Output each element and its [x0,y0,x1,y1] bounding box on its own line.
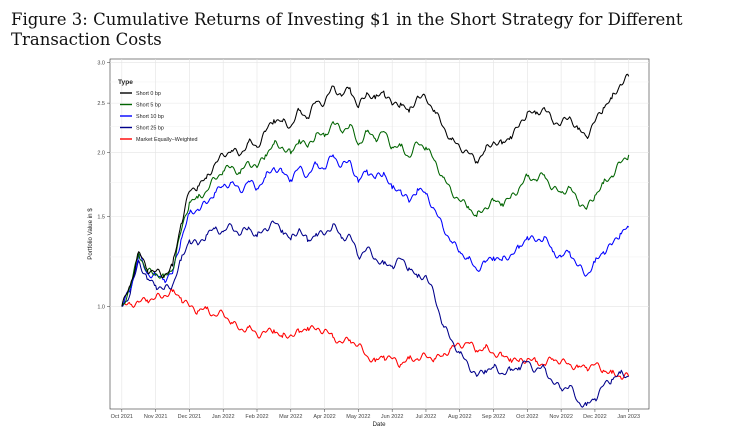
y-tick-label: 1.5 [97,214,105,220]
x-tick-label: Nov 2022 [549,414,573,420]
legend-label: Short 0 bp [136,91,161,97]
x-tick-label: Feb 2022 [245,414,268,420]
x-tick-label: Aug 2022 [448,414,472,420]
legend-label: Market Equally−Weighted [136,137,197,143]
y-tick-label: 2.0 [97,151,105,157]
legend-label: Short 5 bp [136,103,161,109]
x-tick-label: Apr 2022 [313,414,335,420]
x-tick-label: May 2022 [346,414,370,420]
legend-title: Type [118,79,133,86]
x-tick-label: Jan 2023 [617,414,640,420]
legend-label: Short 10 bp [136,114,164,120]
series-line-0 [121,73,630,307]
series-line-4 [121,288,630,380]
y-tick-label: 2.5 [97,101,105,107]
figure-caption: Figure 3: Cumulative Returns of Investin… [11,10,683,49]
x-tick-label: Dec 2022 [583,414,607,420]
series-line-1 [121,121,630,307]
legend-label: Short 25 bp [136,126,164,132]
x-tick-label: Jul 2022 [416,414,437,420]
plot-panel [109,58,650,410]
y-axis-title: Portfolio Value in $ [87,208,94,260]
x-axis-title: Date [372,421,386,428]
x-tick-label: Jan 2022 [212,414,235,420]
x-tick-label: Oct 2022 [516,414,538,420]
grid-lines [110,59,649,409]
y-tick-label: 1.0 [97,304,105,310]
series-line-2 [121,154,630,307]
series-line-3 [121,220,629,408]
x-tick-label: Sep 2022 [482,414,506,420]
y-tick-label: 3.0 [97,61,105,67]
x-tick-label: Dec 2021 [178,414,202,420]
x-tick-label: Jun 2022 [381,414,404,420]
x-tick-label: Mar 2022 [279,414,302,420]
series-lines [121,73,630,408]
x-tick-label: Nov 2021 [144,414,168,420]
x-tick-label: Oct 2021 [111,414,133,420]
axes: 1.0 1.5 2.0 2.5 3.0 Oct 2021 Nov 2021 Dec 2021 J… [97,61,640,420]
